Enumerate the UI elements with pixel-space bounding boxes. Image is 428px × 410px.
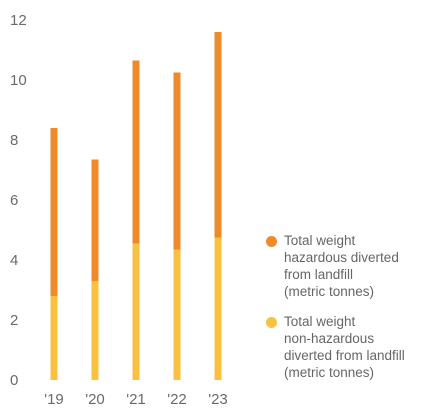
x-tick-label-4: '23 — [208, 391, 228, 408]
bar-hazardous-0 — [50, 128, 58, 296]
legend-swatch-non-hazardous — [266, 317, 277, 328]
legend-label-non-hazardous: Total weight non-hazardous diverted from… — [284, 314, 405, 380]
y-axis-ticks: 0 2 4 6 8 10 12 — [10, 12, 27, 389]
bar-non-hazardous-2 — [132, 243, 140, 380]
legend-label-hazardous: Total weight hazardous diverted from lan… — [284, 233, 399, 299]
bar-non-hazardous-4 — [214, 237, 222, 380]
y-tick-label-0: 0 — [10, 372, 18, 389]
x-tick-label-3: '22 — [167, 391, 187, 408]
y-tick-label-5: 10 — [10, 72, 27, 89]
y-tick-label-3: 6 — [10, 192, 18, 209]
x-tick-label-1: '20 — [85, 391, 105, 408]
x-tick-label-0: '19 — [44, 391, 64, 408]
bar-non-hazardous-0 — [50, 296, 58, 380]
bar-non-hazardous-3 — [173, 249, 181, 380]
x-tick-label-2: '21 — [126, 391, 146, 408]
x-axis-ticks: '19 '20 '21 '22 '23 — [44, 391, 228, 408]
bar-hazardous-3 — [173, 72, 181, 250]
y-tick-label-6: 12 — [10, 12, 27, 29]
bar-hazardous-4 — [214, 32, 222, 238]
y-tick-label-1: 2 — [10, 312, 18, 329]
legend-swatch-hazardous — [266, 236, 277, 247]
y-tick-label-2: 4 — [10, 252, 18, 269]
bars — [50, 32, 222, 380]
bar-hazardous-1 — [91, 159, 99, 281]
y-tick-label-4: 8 — [10, 132, 18, 149]
bar-non-hazardous-1 — [91, 281, 99, 380]
bar-hazardous-2 — [132, 60, 140, 244]
